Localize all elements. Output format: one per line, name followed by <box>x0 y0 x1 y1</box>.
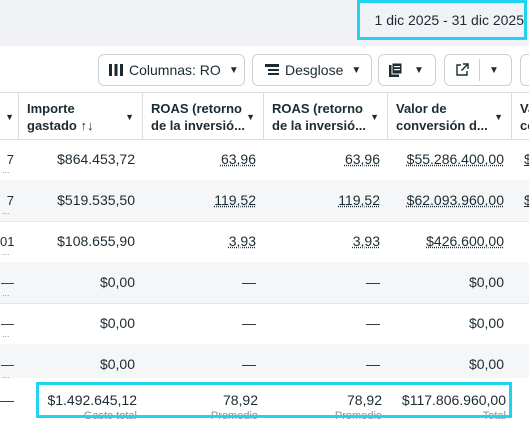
columns-label: Columnas: RO <box>129 62 221 78</box>
columns-button[interactable]: Columnas: RO ▼ <box>98 54 245 86</box>
roas-cell: — <box>242 315 256 331</box>
partial-cell[interactable]: $ <box>524 192 529 208</box>
date-range-picker[interactable]: 1 dic 2025 - 31 dic 2025 <box>357 0 527 40</box>
row-left-value: — <box>1 275 14 290</box>
more-button[interactable] <box>520 54 529 86</box>
export-button-group[interactable]: ▼ <box>444 54 512 86</box>
total-roas-2: 78,92 <box>346 392 382 408</box>
row-left-value: — <box>1 357 14 372</box>
roas-cell: — <box>242 356 256 372</box>
conversion-value-cell: $0,00 <box>468 356 504 372</box>
header-line2: gastado ↑↓ <box>27 118 94 133</box>
calendar-icon <box>368 19 369 21</box>
reports-icon <box>389 63 403 77</box>
roas-cell: — <box>366 315 380 331</box>
header-line2: de la inversió... <box>151 118 245 133</box>
roas-cell: — <box>366 356 380 372</box>
header-line2: conversión d... <box>396 118 488 133</box>
table-row[interactable]: 7 ... $519.535,50 119,52 119,52 $62.093.… <box>0 180 529 222</box>
columns-icon <box>109 64 123 76</box>
row-left-value: — <box>1 316 14 331</box>
breakdown-label: Desglose <box>285 62 344 78</box>
chevron-down-icon: ▼ <box>489 64 499 76</box>
roas-cell[interactable]: 63,96 <box>344 151 380 167</box>
header-line2: co <box>520 118 529 133</box>
amount-spent-cell: $0,00 <box>99 274 135 290</box>
amount-spent-cell: $519.535,50 <box>57 192 135 208</box>
external-link-icon <box>456 63 469 76</box>
truncation-dots: ... <box>2 165 10 175</box>
partial-cell[interactable]: $ <box>524 151 529 167</box>
truncation-dots: ... <box>2 370 10 380</box>
table-row[interactable]: — ... $0,00 — — $0,00 <box>0 262 529 304</box>
header-cell-left[interactable]: ▼ <box>0 93 19 139</box>
date-range-label: 1 dic 2025 - 31 dic 2025 <box>374 12 524 28</box>
row-left-value[interactable]: 7 <box>6 152 14 167</box>
header-line1: Va <box>520 101 529 116</box>
table-header: ▼ Importe gastado ↑↓ ▼ ROAS (retorno de … <box>0 92 529 140</box>
roas-cell: — <box>366 274 380 290</box>
roas-cell[interactable]: 3,93 <box>228 233 256 249</box>
header-line1: ROAS (retorno <box>151 101 242 116</box>
chevron-down-icon: ▼ <box>351 64 362 76</box>
top-bar: 1 dic 2025 - 31 dic 2025 <box>0 0 529 47</box>
divider <box>479 59 480 81</box>
table-row[interactable]: 7 ... $864.453,72 63,96 63,96 $55.286.40… <box>0 139 529 181</box>
header-line1: Valor de <box>396 101 447 116</box>
table-row[interactable]: — ... $0,00 — — $0,00 <box>0 303 529 345</box>
chevron-down-icon: ▼ <box>494 112 503 122</box>
header-line1: Importe <box>27 101 75 116</box>
chevron-down-icon: ▼ <box>125 112 134 122</box>
row-left-value[interactable]: 01 <box>0 234 15 249</box>
chevron-down-icon: ▼ <box>5 112 14 122</box>
header-conversion-value[interactable]: Valor de conversión d... ▼ <box>388 93 512 139</box>
conversion-value-cell: $0,00 <box>468 315 504 331</box>
truncation-dots: ... <box>2 329 10 339</box>
header-roas-1[interactable]: ROAS (retorno de la inversió... ▼ <box>143 93 264 139</box>
chevron-down-icon: ▼ <box>370 112 379 122</box>
roas-cell[interactable]: 3,93 <box>352 233 380 249</box>
totals-highlight <box>36 382 512 418</box>
roas-cell: — <box>242 274 256 290</box>
roas-cell[interactable]: 119,52 <box>338 192 380 208</box>
conversion-value-cell[interactable]: $62.093.960,00 <box>406 192 504 208</box>
reports-button[interactable]: ▼ <box>378 54 436 86</box>
table-row[interactable]: 01 ... $108.655,90 3,93 3,93 $426.600,00 <box>0 221 529 263</box>
chevron-down-icon: ▼ <box>414 64 424 76</box>
chevron-down-icon: ▼ <box>246 112 255 122</box>
header-line2: de la inversió... <box>272 118 366 133</box>
conversion-value-cell: $0,00 <box>468 274 504 290</box>
table-toolbar: Columnas: RO ▼ Desglose ▼ ▼ ▼ <box>0 46 529 92</box>
header-partial[interactable]: Va co <box>512 93 529 139</box>
amount-spent-cell: $0,00 <box>99 356 135 372</box>
total-amount-spent: $1.492.645,12 <box>47 392 137 408</box>
breakdown-icon <box>265 64 279 75</box>
header-amount-spent[interactable]: Importe gastado ↑↓ ▼ <box>19 93 143 139</box>
conversion-value-cell[interactable]: $426.600,00 <box>426 233 504 249</box>
amount-spent-cell: $108.655,90 <box>57 233 135 249</box>
data-table: ▼ Importe gastado ↑↓ ▼ ROAS (retorno de … <box>0 92 529 431</box>
header-roas-2[interactable]: ROAS (retorno de la inversió... ▼ <box>264 93 388 139</box>
total-roas-1: 78,92 <box>222 392 258 408</box>
truncation-dots: ... <box>2 206 10 216</box>
header-line1: ROAS (retorno <box>272 101 363 116</box>
row-left-value[interactable]: 7 <box>6 193 14 208</box>
roas-cell[interactable]: 63,96 <box>220 151 256 167</box>
chevron-down-icon: ▼ <box>228 64 239 76</box>
amount-spent-cell: $864.453,72 <box>57 151 135 167</box>
total-conversion-value: $117.806.960,00 <box>401 392 506 408</box>
truncation-dots: ... <box>2 288 10 298</box>
roas-cell[interactable]: 119,52 <box>214 192 256 208</box>
truncation-dots: ... <box>2 247 10 257</box>
breakdown-button[interactable]: Desglose ▼ <box>252 54 372 86</box>
amount-spent-cell: $0,00 <box>99 315 135 331</box>
totals-left: — <box>0 392 14 408</box>
conversion-value-cell[interactable]: $55.286.400,00 <box>406 151 504 167</box>
